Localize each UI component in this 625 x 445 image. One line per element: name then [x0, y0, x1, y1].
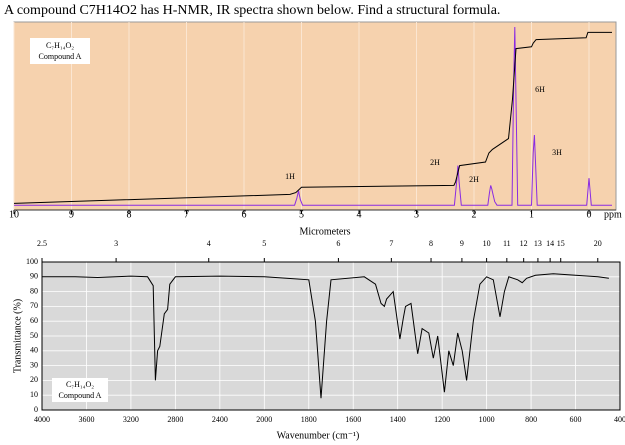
x-tick-label: 400: [614, 415, 625, 424]
y-tick-label: 60: [30, 316, 38, 325]
y-tick-label: 100: [26, 257, 38, 266]
y-tick-label: 80: [30, 286, 38, 295]
x-tick-label: 9: [69, 209, 74, 220]
x-tick-label: 0: [587, 209, 592, 220]
x-tick-label: 1400: [390, 415, 406, 424]
x-tick-label: 2800: [167, 415, 183, 424]
y-tick-label: 30: [30, 360, 38, 369]
top-axis-label: Micrometers: [299, 226, 350, 237]
top-tick-label: 3: [114, 239, 118, 248]
sample-formula: C₇H₁₄O₂: [46, 41, 74, 50]
top-tick-label: 15: [557, 239, 565, 248]
top-tick-label: 10: [483, 239, 491, 248]
spectrum-line: [13, 31, 612, 204]
top-tick-label: 11: [503, 239, 511, 248]
x-tick-label: 3200: [123, 415, 139, 424]
top-tick-label: 5: [262, 239, 266, 248]
y-axis-label: Transmittance (%): [12, 299, 23, 373]
x-tick-label: 4000: [34, 415, 50, 424]
x-tick-label: 3: [414, 209, 419, 220]
top-tick-label: 20: [594, 239, 602, 248]
top-tick-label: 8: [429, 239, 433, 248]
sample-box: [52, 378, 108, 402]
y-tick-label: 40: [30, 346, 38, 355]
x-axis-label: ppm: [604, 209, 622, 220]
question: A compound C7H14O2 has H-NMR, IR spectra…: [4, 3, 500, 18]
x-axis-label: Wavenumber (cm⁻¹): [277, 430, 360, 441]
top-tick-label: 6: [336, 239, 340, 248]
x-tick-label: 1600: [345, 415, 361, 424]
x-tick-label: 5: [299, 209, 304, 220]
top-tick-label: 12: [520, 239, 528, 248]
integration-label: 3H: [552, 148, 562, 157]
top-tick-label: 9: [460, 239, 464, 248]
x-tick-label: 2000: [256, 415, 272, 424]
y-tick-label: 50: [30, 331, 38, 340]
y-tick-label: 0: [34, 405, 38, 414]
integration-label: 2H: [469, 175, 479, 184]
x-tick-label: 3600: [78, 415, 94, 424]
x-tick-label: 800: [525, 415, 537, 424]
y-tick-label: 10: [30, 390, 38, 399]
top-tick-label: 2.5: [37, 239, 47, 248]
x-tick-label: 6: [242, 209, 247, 220]
frame: [41, 261, 621, 411]
integration-label: 1H: [285, 172, 295, 181]
y-tick-label: 70: [30, 301, 38, 310]
sample-formula: C₇H₁₄O₂: [66, 380, 94, 389]
x-tick-label: 1: [529, 209, 534, 220]
integration-label: 2H: [430, 158, 440, 167]
y-tick-label: 90: [30, 272, 38, 281]
sample-name: Compound A: [59, 391, 102, 400]
x-tick-label: 1800: [301, 415, 317, 424]
top-tick-label: 14: [546, 239, 554, 248]
x-tick-label: 10: [9, 209, 19, 220]
top-tick-label: 7: [389, 239, 393, 248]
x-tick-label: 600: [570, 415, 582, 424]
y-tick-label: 20: [30, 375, 38, 384]
spectrum-line: [42, 273, 609, 399]
sample-name: Compound A: [39, 52, 82, 61]
x-tick-label: 7: [184, 209, 189, 220]
x-tick-label: 4: [357, 209, 362, 220]
x-tick-label: 1200: [434, 415, 450, 424]
sample-box: [30, 38, 90, 64]
plot-background: [13, 21, 617, 211]
integration-label: 6H: [535, 85, 545, 94]
x-tick-label: 1000: [479, 415, 495, 424]
top-tick-label: 4: [207, 239, 211, 248]
spectrum-line: [14, 26, 612, 206]
x-tick-label: 2: [472, 209, 477, 220]
x-tick-label: 2400: [212, 415, 228, 424]
x-tick-label: 8: [127, 209, 132, 220]
top-tick-label: 13: [534, 239, 542, 248]
